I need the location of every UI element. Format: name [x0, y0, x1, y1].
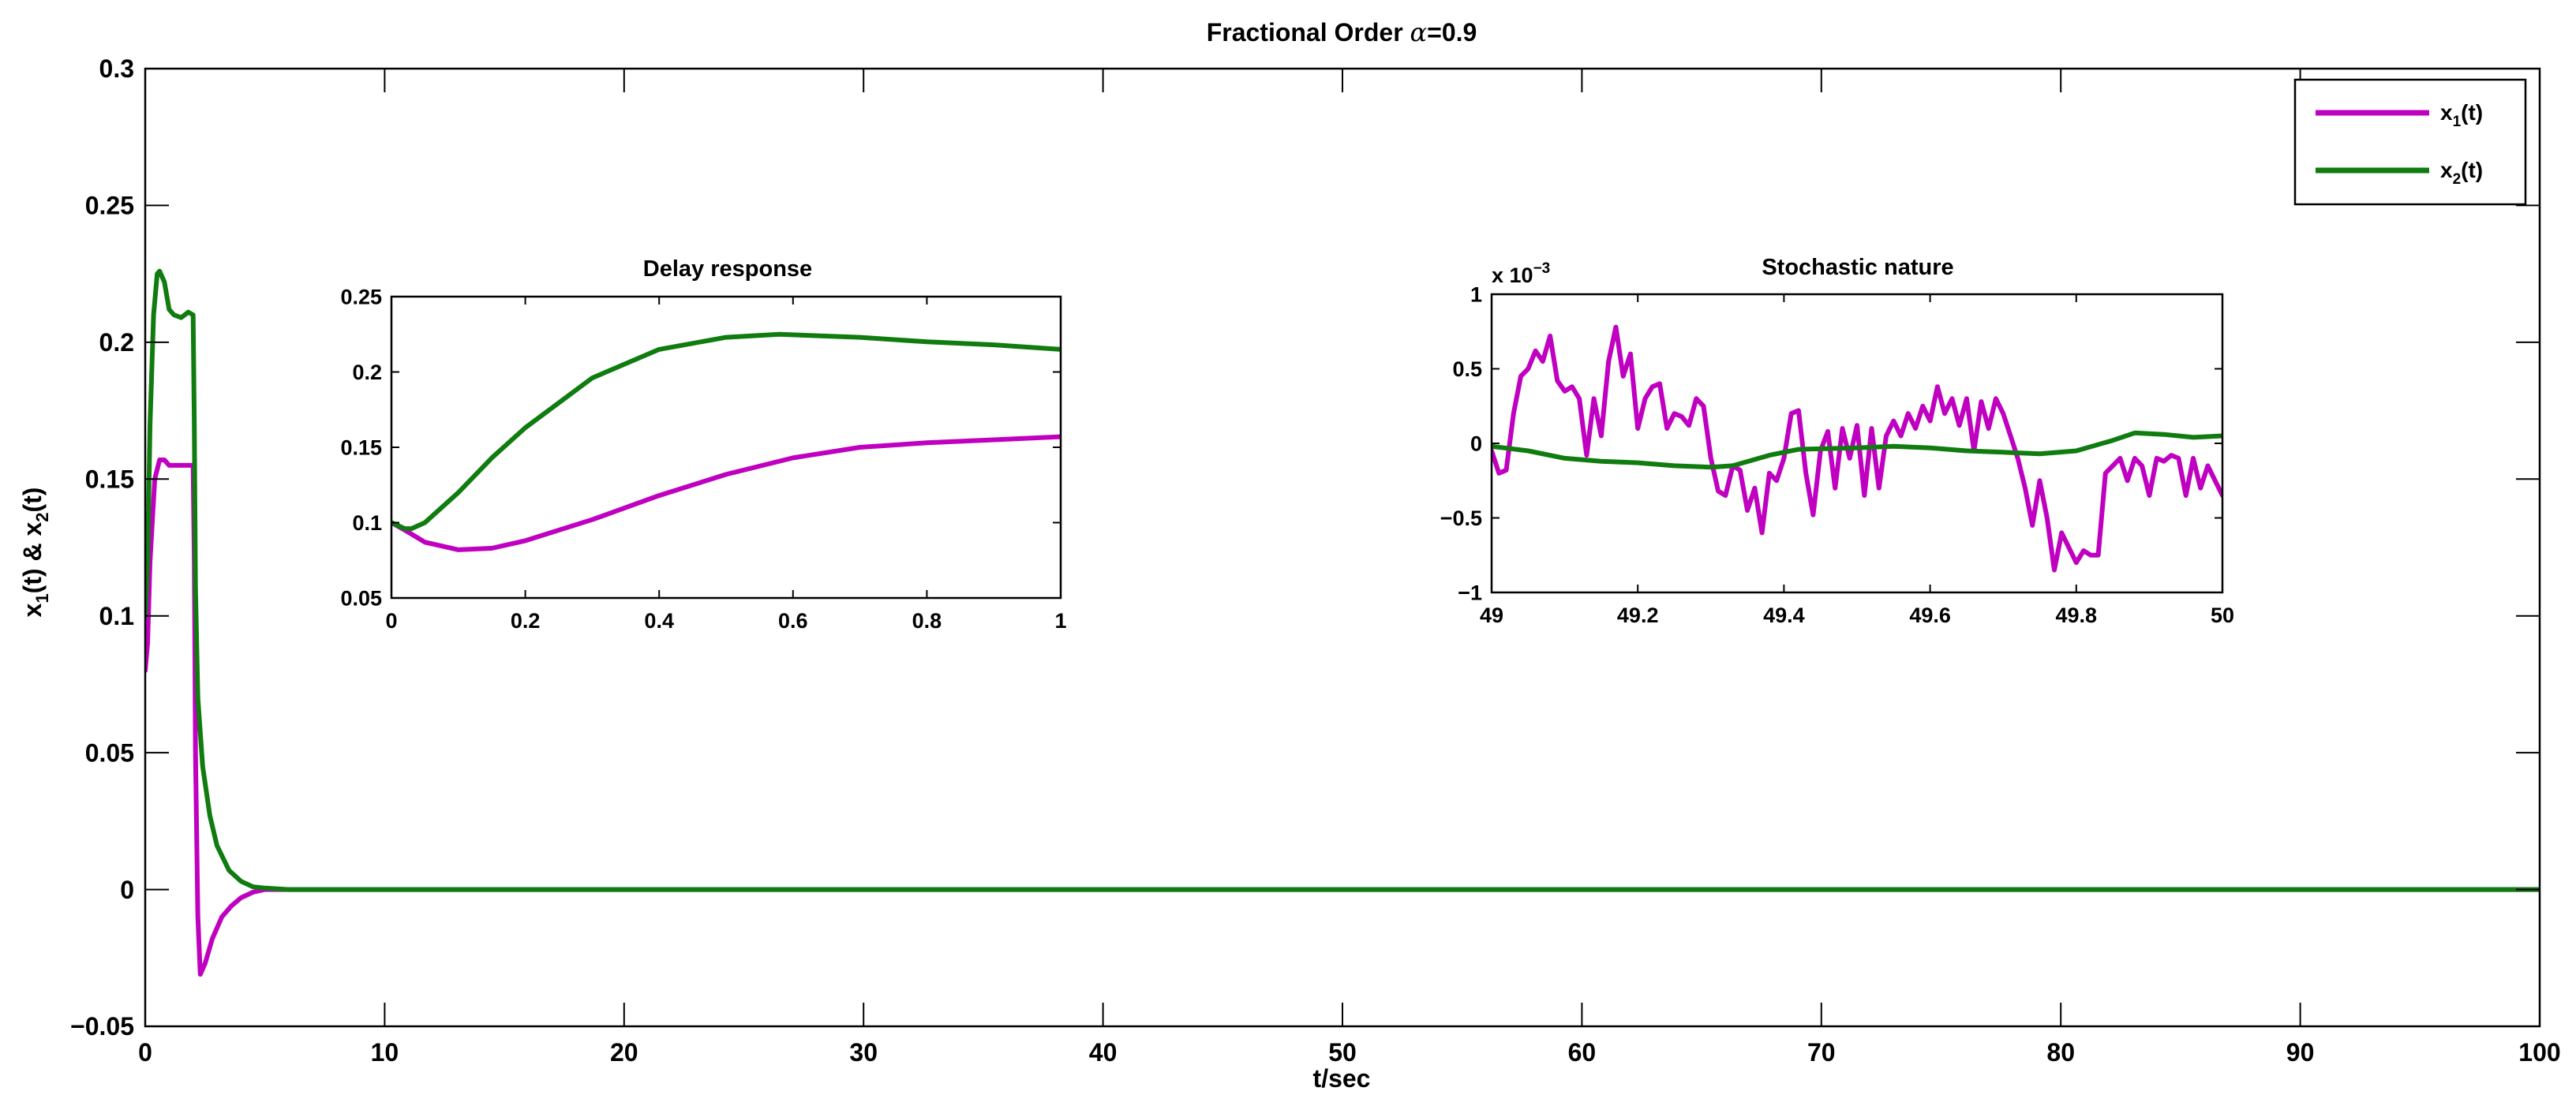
stoch-ytick-label: 0.5: [1452, 357, 1482, 381]
main-xtick-label: 40: [1089, 1038, 1118, 1067]
delay-xtick-label: 0: [385, 609, 397, 633]
main-series-x2: [145, 268, 2540, 892]
delay-xtick-label: 0.8: [912, 609, 942, 633]
stoch-series-x1: [1492, 324, 2222, 573]
inset-stochastic-axes: 49 49.2 49.4 49.6 49.8 50 −1 −0.5 0 0.5 1: [1440, 282, 2234, 627]
delay-series-x2: [391, 331, 1061, 532]
legend-label-x2: x2(t): [2440, 158, 2483, 188]
main-xtick-label: 10: [371, 1038, 399, 1067]
stoch-ytick-label: 0: [1470, 432, 1482, 455]
delay-ytick-label: 0.15: [340, 435, 382, 459]
legend-box: [2293, 78, 2527, 206]
delay-ytick-label: 0.25: [340, 285, 382, 308]
main-xtick-label: 80: [2046, 1038, 2075, 1067]
inset-stochastic-scale: x 10−3: [1492, 260, 1550, 287]
main-xtick-label: 90: [2286, 1038, 2315, 1067]
stoch-xtick-label: 49.4: [1763, 603, 1805, 627]
stoch-xtick-label: 49.2: [1617, 603, 1659, 627]
legend: x1(t) x2(t): [2293, 78, 2527, 206]
main-ytick-label: 0.1: [99, 602, 134, 630]
main-ytick-label: 0.3: [99, 54, 134, 83]
stoch-ytick-label: −1: [1458, 581, 1482, 604]
main-xtick-label: 50: [1328, 1038, 1357, 1067]
stoch-xtick-label: 50: [2211, 603, 2234, 627]
main-ytick-label: 0.2: [99, 328, 134, 357]
main-xtick-label: 30: [849, 1038, 878, 1067]
delay-xtick-label: 0.2: [511, 609, 541, 633]
main-ytick-label: 0.15: [85, 465, 134, 493]
main-ytick-label: 0.05: [85, 738, 134, 767]
inset-delay-title: Delay response: [643, 256, 812, 282]
delay-xtick-label: 0.4: [644, 609, 674, 633]
stoch-series-x2: [1492, 430, 2222, 470]
stoch-ytick-label: −0.5: [1440, 506, 1482, 530]
delay-xtick-label: 1: [1054, 609, 1066, 633]
stoch-xtick-label: 49.6: [1909, 603, 1951, 627]
x-axis-label: t/sec: [1313, 1064, 1371, 1093]
delay-ytick-label: 0.05: [340, 586, 382, 610]
chart-title: Fractional Order α=0.9: [1207, 17, 1477, 47]
delay-ytick-label: 0.2: [352, 361, 382, 384]
delay-xtick-label: 0.6: [778, 609, 808, 633]
main-ytick-label: −0.05: [70, 1012, 134, 1041]
stoch-ytick-label: 1: [1470, 282, 1482, 306]
main-xtick-label: 20: [610, 1038, 638, 1067]
main-ytick-label: 0.25: [85, 192, 134, 220]
y-axis-label: x1(t) & x2(t): [18, 488, 52, 618]
main-xtick-label: 70: [1807, 1038, 1836, 1067]
legend-label-x1: x1(t): [2440, 100, 2483, 130]
delay-ytick-label: 0.1: [352, 511, 382, 535]
delay-series-x1: [391, 434, 1061, 552]
main-ytick-label: 0: [120, 876, 134, 904]
stoch-xtick-label: 49.8: [2056, 603, 2098, 627]
main-xtick-label: 0: [138, 1038, 152, 1067]
main-xtick-label: 100: [2518, 1038, 2560, 1067]
stoch-xtick-label: 49: [1480, 603, 1503, 627]
inset-delay-axes: 0 0.2 0.4 0.6 0.8 1 0.05 0.1 0.15 0.2 0.25: [340, 285, 1066, 633]
inset-stochastic-title: Stochastic nature: [1762, 255, 1953, 280]
main-xtick-label: 60: [1568, 1038, 1597, 1067]
